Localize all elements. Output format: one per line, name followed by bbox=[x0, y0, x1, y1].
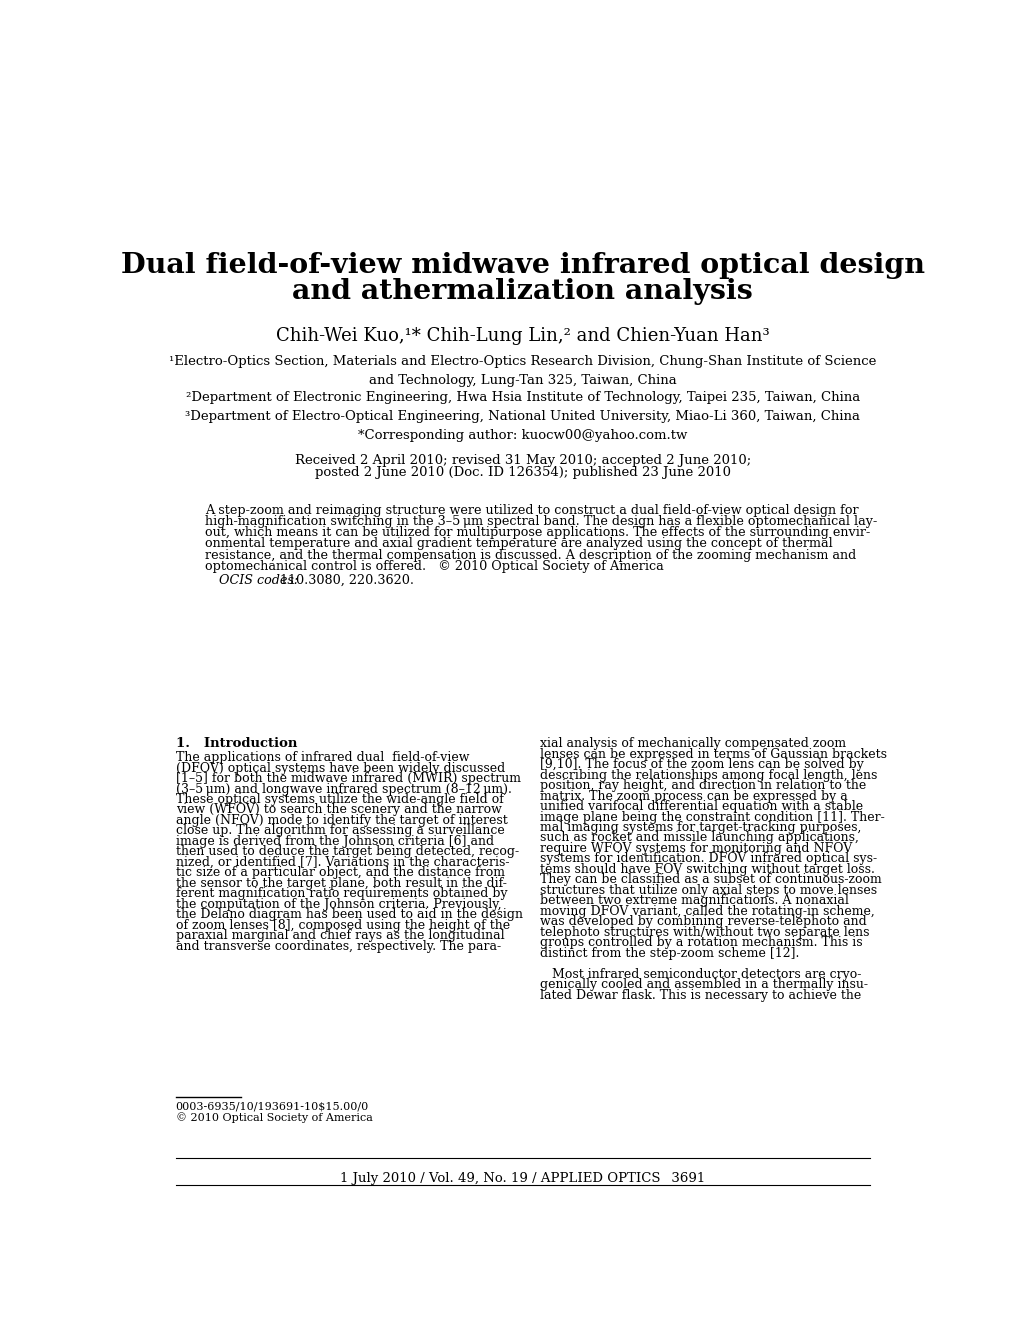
Text: the sensor to the target plane, both result in the dif-: the sensor to the target plane, both res… bbox=[175, 876, 505, 890]
Text: 1 July 2010 / Vol. 49, No. 19 / APPLIED OPTICS  3691: 1 July 2010 / Vol. 49, No. 19 / APPLIED … bbox=[339, 1172, 705, 1185]
Text: Most infrared semiconductor detectors are cryo-: Most infrared semiconductor detectors ar… bbox=[539, 968, 860, 981]
Text: matrix. The zoom process can be expressed by a: matrix. The zoom process can be expresse… bbox=[539, 790, 847, 802]
Text: image is derived from the Johnson criteria [6] and: image is derived from the Johnson criter… bbox=[175, 835, 493, 848]
Text: They can be classified as a subset of continuous-zoom: They can be classified as a subset of co… bbox=[539, 874, 880, 887]
Text: and transverse coordinates, respectively. The para-: and transverse coordinates, respectively… bbox=[175, 939, 500, 953]
Text: 110.3080, 220.3620.: 110.3080, 220.3620. bbox=[264, 574, 414, 587]
Text: (3–5 μm) and longwave infrared spectrum (8–12 μm).: (3–5 μm) and longwave infrared spectrum … bbox=[175, 782, 511, 796]
Text: (DFOV) optical systems have been widely discussed: (DFOV) optical systems have been widely … bbox=[175, 762, 504, 774]
Text: unified varifocal differential equation with a stable: unified varifocal differential equation … bbox=[539, 800, 862, 813]
Text: ³Department of Electro-Optical Engineering, National United University, Miao-Li : ³Department of Electro-Optical Engineeri… bbox=[185, 410, 859, 423]
Text: and athermalization analysis: and athermalization analysis bbox=[292, 278, 752, 305]
Text: xial analysis of mechanically compensated zoom: xial analysis of mechanically compensate… bbox=[539, 738, 845, 750]
Text: between two extreme magnifications. A nonaxial: between two extreme magnifications. A no… bbox=[539, 894, 848, 907]
Text: [9,10]. The focus of the zoom lens can be solved by: [9,10]. The focus of the zoom lens can b… bbox=[539, 758, 863, 771]
Text: Received 2 April 2010; revised 31 May 2010; accepted 2 June 2010;: Received 2 April 2010; revised 31 May 20… bbox=[294, 454, 750, 466]
Text: angle (NFOV) mode to identify the target of interest: angle (NFOV) mode to identify the target… bbox=[175, 814, 506, 827]
Text: nized, or identified [7]. Variations in the characteris-: nized, or identified [7]. Variations in … bbox=[175, 856, 508, 868]
Text: The applications of infrared dual  field-of-view: The applications of infrared dual field-… bbox=[175, 751, 469, 765]
Text: A step-zoom and reimaging structure were utilized to construct a dual field-of-v: A step-zoom and reimaging structure were… bbox=[205, 504, 858, 517]
Text: close up. The algorithm for assessing a surveillance: close up. The algorithm for assessing a … bbox=[175, 824, 503, 837]
Text: view (WFOV) to search the scenery and the narrow: view (WFOV) to search the scenery and th… bbox=[175, 804, 501, 816]
Text: tic size of a particular object, and the distance from: tic size of a particular object, and the… bbox=[175, 867, 504, 879]
Text: OCIS codes:: OCIS codes: bbox=[219, 574, 298, 587]
Text: then used to deduce the target being detected, recog-: then used to deduce the target being det… bbox=[175, 845, 519, 859]
Text: moving DFOV variant, called the rotating-in scheme,: moving DFOV variant, called the rotating… bbox=[539, 905, 873, 918]
Text: lated Dewar flask. This is necessary to achieve the: lated Dewar flask. This is necessary to … bbox=[539, 989, 860, 1001]
Text: of zoom lenses [8], composed using the height of the: of zoom lenses [8], composed using the h… bbox=[175, 919, 510, 931]
Text: paraxial marginal and chief rays as the longitudinal: paraxial marginal and chief rays as the … bbox=[175, 929, 503, 942]
Text: optomechanical control is offered.   © 2010 Optical Society of America: optomechanical control is offered. © 201… bbox=[205, 559, 663, 573]
Text: Chih-Wei Kuo,¹* Chih-Lung Lin,² and Chien-Yuan Han³: Chih-Wei Kuo,¹* Chih-Lung Lin,² and Chie… bbox=[276, 327, 768, 345]
Text: high-magnification switching in the 3–5 μm spectral band. The design has a flexi: high-magnification switching in the 3–5 … bbox=[205, 515, 876, 528]
Text: was developed by combining reverse-telephoto and: was developed by combining reverse-telep… bbox=[539, 915, 866, 929]
Text: out, which means it can be utilized for multipurpose applications. The effects o: out, which means it can be utilized for … bbox=[205, 527, 869, 539]
Text: mal imaging systems for target-tracking purposes,: mal imaging systems for target-tracking … bbox=[539, 821, 860, 835]
Text: onmental temperature and axial gradient temperature are analyzed using the conce: onmental temperature and axial gradient … bbox=[205, 538, 832, 551]
Text: structures that utilize only axial steps to move lenses: structures that utilize only axial steps… bbox=[539, 884, 876, 896]
Text: © 2010 Optical Society of America: © 2010 Optical Society of America bbox=[175, 1113, 372, 1124]
Text: ferent magnification ratio requirements obtained by: ferent magnification ratio requirements … bbox=[175, 887, 506, 900]
Text: [1–5] for both the midwave infrared (MWIR) spectrum: [1–5] for both the midwave infrared (MWI… bbox=[175, 771, 520, 785]
Text: These optical systems utilize the wide-angle field of: These optical systems utilize the wide-a… bbox=[175, 793, 503, 806]
Text: require WFOV systems for monitoring and NFOV: require WFOV systems for monitoring and … bbox=[539, 841, 851, 855]
Text: image plane being the constraint condition [11]. Ther-: image plane being the constraint conditi… bbox=[539, 810, 883, 824]
Text: posted 2 June 2010 (Doc. ID 126354); published 23 June 2010: posted 2 June 2010 (Doc. ID 126354); pub… bbox=[315, 466, 730, 480]
Text: genically cooled and assembled in a thermally insu-: genically cooled and assembled in a ther… bbox=[539, 978, 867, 991]
Text: position, ray height, and direction in relation to the: position, ray height, and direction in r… bbox=[539, 780, 865, 792]
Text: ²Department of Electronic Engineering, Hwa Hsia Institute of Technology, Taipei : ²Department of Electronic Engineering, H… bbox=[185, 391, 859, 403]
Text: 0003-6935/10/193691-10$15.00/0: 0003-6935/10/193691-10$15.00/0 bbox=[175, 1102, 369, 1111]
Text: such as rocket and missile launching applications,: such as rocket and missile launching app… bbox=[539, 832, 858, 844]
Text: systems for identification. DFOV infrared optical sys-: systems for identification. DFOV infrare… bbox=[539, 852, 876, 866]
Text: resistance, and the thermal compensation is discussed. A description of the zoom: resistance, and the thermal compensation… bbox=[205, 548, 855, 562]
Text: distinct from the step-zoom scheme [12].: distinct from the step-zoom scheme [12]. bbox=[539, 946, 799, 960]
Text: tems should have FOV switching without target loss.: tems should have FOV switching without t… bbox=[539, 863, 874, 876]
Text: groups controlled by a rotation mechanism. This is: groups controlled by a rotation mechanis… bbox=[539, 937, 862, 949]
Text: *Corresponding author: kuocw00@yahoo.com.tw: *Corresponding author: kuocw00@yahoo.com… bbox=[358, 429, 687, 442]
Text: Dual field-of-view midwave infrared optical design: Dual field-of-view midwave infrared opti… bbox=[120, 253, 924, 280]
Text: the Delano diagram has been used to aid in the design: the Delano diagram has been used to aid … bbox=[175, 909, 522, 921]
Text: describing the relationships among focal length, lens: describing the relationships among focal… bbox=[539, 769, 876, 782]
Text: ¹Electro-Optics Section, Materials and Electro-Optics Research Division, Chung-S: ¹Electro-Optics Section, Materials and E… bbox=[169, 355, 875, 387]
Text: lenses can be expressed in terms of Gaussian brackets: lenses can be expressed in terms of Gaus… bbox=[539, 747, 886, 761]
Text: the computation of the Johnson criteria. Previously,: the computation of the Johnson criteria.… bbox=[175, 898, 500, 911]
Text: telephoto structures with/without two separate lens: telephoto structures with/without two se… bbox=[539, 926, 868, 938]
Text: 1.   Introduction: 1. Introduction bbox=[175, 738, 297, 750]
